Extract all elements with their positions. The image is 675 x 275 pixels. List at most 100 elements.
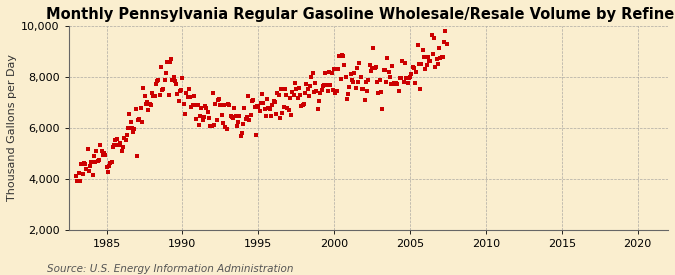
Point: [368, 45, 379, 50]
Point: [220, 125, 231, 129]
Point: [291, 87, 302, 92]
Point: [321, 82, 332, 87]
Point: [356, 86, 367, 91]
Point: [230, 113, 241, 118]
Point: [130, 106, 141, 111]
Point: [221, 126, 232, 131]
Point: [273, 93, 284, 98]
Point: [90, 160, 101, 164]
Point: [75, 178, 86, 183]
Point: [265, 106, 275, 111]
Point: [250, 133, 261, 138]
Point: [423, 54, 433, 59]
Point: [209, 123, 219, 127]
Point: [197, 117, 208, 122]
Point: [389, 82, 400, 87]
Point: [114, 143, 125, 147]
Point: [382, 56, 393, 60]
Point: [84, 169, 95, 174]
Point: [330, 91, 341, 95]
Point: [372, 80, 383, 85]
Point: [184, 87, 194, 92]
Point: [148, 94, 159, 98]
Point: [207, 91, 218, 95]
Point: [185, 95, 196, 99]
Point: [323, 89, 333, 93]
Point: [198, 115, 209, 119]
Point: [155, 65, 166, 70]
Point: [421, 62, 432, 67]
Point: [430, 64, 441, 69]
Point: [340, 75, 351, 79]
Point: [355, 75, 366, 79]
Point: [202, 110, 213, 114]
Point: [425, 59, 435, 63]
Point: [116, 149, 127, 153]
Point: [119, 136, 130, 140]
Point: [359, 98, 370, 103]
Point: [420, 67, 431, 71]
Point: [242, 114, 252, 119]
Point: [313, 106, 323, 111]
Point: [414, 62, 425, 66]
Point: [295, 92, 306, 97]
Point: [365, 68, 376, 73]
Point: [287, 89, 298, 94]
Point: [333, 67, 344, 72]
Point: [404, 76, 414, 81]
Point: [134, 117, 145, 121]
Point: [215, 103, 226, 107]
Point: [172, 92, 183, 96]
Point: [343, 92, 354, 97]
Point: [362, 89, 373, 94]
Point: [168, 75, 179, 79]
Point: [272, 91, 283, 95]
Point: [153, 78, 164, 82]
Point: [379, 68, 390, 72]
Point: [294, 86, 304, 90]
Point: [360, 80, 371, 84]
Point: [288, 93, 299, 97]
Point: [246, 99, 257, 103]
Point: [388, 81, 399, 86]
Point: [338, 54, 348, 58]
Point: [433, 62, 443, 66]
Point: [415, 87, 426, 92]
Point: [375, 90, 386, 95]
Point: [437, 55, 448, 59]
Point: [308, 90, 319, 94]
Point: [339, 63, 350, 67]
Point: [122, 133, 132, 137]
Point: [128, 130, 138, 134]
Point: [255, 101, 266, 105]
Point: [87, 172, 98, 177]
Point: [344, 85, 355, 90]
Point: [213, 97, 223, 102]
Point: [407, 65, 418, 69]
Point: [192, 103, 203, 107]
Point: [78, 161, 89, 166]
Point: [109, 142, 119, 147]
Point: [173, 99, 184, 103]
Point: [396, 76, 406, 80]
Point: [263, 106, 274, 110]
Point: [180, 112, 190, 116]
Point: [349, 70, 360, 75]
Point: [275, 87, 286, 92]
Point: [254, 109, 265, 113]
Point: [71, 174, 82, 178]
Point: [135, 106, 146, 111]
Point: [177, 76, 188, 81]
Point: [284, 108, 294, 112]
Point: [316, 88, 327, 93]
Point: [149, 94, 160, 98]
Point: [329, 67, 340, 71]
Point: [311, 89, 322, 94]
Point: [395, 76, 406, 81]
Point: [219, 102, 230, 107]
Point: [201, 106, 212, 110]
Point: [158, 87, 169, 91]
Point: [440, 29, 451, 33]
Point: [261, 114, 271, 119]
Point: [281, 93, 292, 97]
